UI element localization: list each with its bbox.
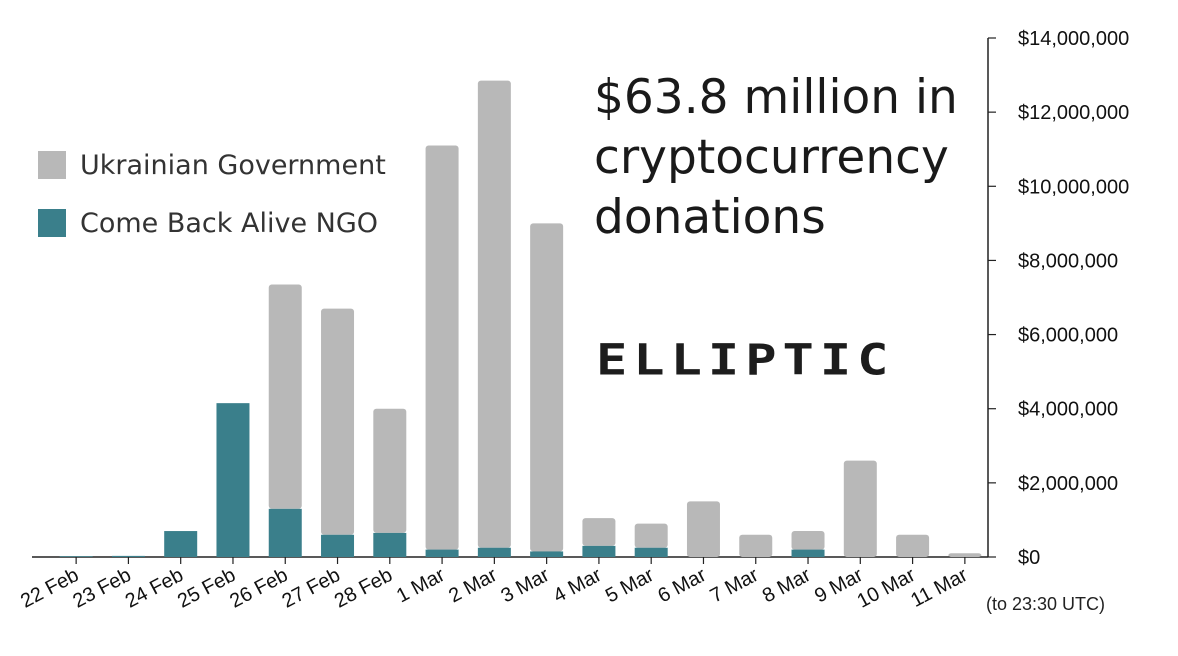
bar-ukrainian-government-8 <box>477 80 511 548</box>
bar-come-back-alive-ngo-2 <box>164 531 198 557</box>
y-tick-label-5: $10,000,000 <box>1018 176 1129 198</box>
x-tick-label-12: 6 Mar <box>654 564 710 608</box>
y-tick-label-2: $4,000,000 <box>1018 399 1118 421</box>
bar-come-back-alive-ngo-1 <box>111 555 145 557</box>
chart-title-line-2: cryptocurrency <box>594 130 949 185</box>
y-tick-label-7: $14,000,000 <box>1018 28 1129 50</box>
bar-come-back-alive-ngo-4 <box>268 508 302 557</box>
x-tick-label-11: 5 Mar <box>602 564 658 608</box>
y-tick-label-1: $2,000,000 <box>1018 473 1118 495</box>
bar-come-back-alive-ngo-0 <box>59 556 93 557</box>
x-tick-label-7: 1 Mar <box>393 564 449 608</box>
bar-ukrainian-government-5 <box>321 308 355 535</box>
bar-ukrainian-government-13 <box>739 534 773 557</box>
bar-ukrainian-government-6 <box>373 408 407 533</box>
bar-ukrainian-government-11 <box>634 523 668 548</box>
x-tick-label-2: 24 Feb <box>122 564 187 613</box>
y-tick-label-0: $0 <box>1018 547 1040 569</box>
bar-come-back-alive-ngo-10 <box>582 545 616 557</box>
x-tick-label-5: 27 Feb <box>279 564 344 613</box>
y-tick-label-6: $12,000,000 <box>1018 102 1129 124</box>
bar-come-back-alive-ngo-8 <box>477 547 511 557</box>
x-tick-label-10: 4 Mar <box>550 564 606 608</box>
x-tick-label-13: 7 Mar <box>707 564 763 608</box>
x-tick-label-1: 23 Feb <box>69 564 134 613</box>
legend-item-come-back-alive-ngo: Come Back Alive NGO <box>38 194 386 252</box>
x-tick-label-9: 3 Mar <box>498 564 554 608</box>
x-tick-label-17: 11 Mar <box>907 564 971 612</box>
elliptic-logo: ELLIPTIC <box>596 336 895 386</box>
x-tick-label-0: 22 Feb <box>17 564 82 613</box>
bar-come-back-alive-ngo-7 <box>425 549 459 557</box>
legend-label-ukrainian-government: Ukrainian Government <box>80 149 386 181</box>
legend-swatch-come-back-alive-ngo <box>38 209 66 237</box>
legend-item-ukrainian-government: Ukrainian Government <box>38 136 386 194</box>
bar-come-back-alive-ngo-14 <box>791 549 825 557</box>
x-tick-label-3: 25 Feb <box>174 564 239 613</box>
chart-title-line-3: donations <box>594 190 826 245</box>
date-note: (to 23:30 UTC) <box>986 594 1106 614</box>
bar-ukrainian-government-12 <box>686 501 720 557</box>
legend-label-come-back-alive-ngo: Come Back Alive NGO <box>80 207 379 239</box>
bar-ukrainian-government-14 <box>791 531 825 550</box>
bar-come-back-alive-ngo-5 <box>321 534 355 557</box>
bar-ukrainian-government-17 <box>948 553 982 557</box>
bar-ukrainian-government-15 <box>843 460 877 557</box>
x-tick-label-16: 10 Mar <box>854 564 920 613</box>
x-tick-label-14: 8 Mar <box>759 564 815 608</box>
bar-come-back-alive-ngo-3 <box>216 403 250 557</box>
legend-swatch-ukrainian-government <box>38 151 66 179</box>
x-tick-label-8: 2 Mar <box>445 564 501 608</box>
bar-ukrainian-government-7 <box>425 145 459 550</box>
bar-ukrainian-government-4 <box>268 284 302 509</box>
bar-ukrainian-government-16 <box>896 534 930 557</box>
y-tick-label-3: $6,000,000 <box>1018 325 1118 347</box>
x-tick-label-6: 28 Feb <box>331 564 396 613</box>
bar-ukrainian-government-10 <box>582 518 616 546</box>
bar-ukrainian-government-9 <box>530 223 564 552</box>
chart-title-line-1: $63.8 million in <box>594 70 958 125</box>
y-tick-label-4: $8,000,000 <box>1018 250 1118 272</box>
bar-come-back-alive-ngo-6 <box>373 532 407 557</box>
chart-title: $63.8 million in cryptocurrency donation… <box>594 68 958 248</box>
x-tick-label-4: 26 Feb <box>226 564 291 613</box>
bar-come-back-alive-ngo-9 <box>530 551 564 557</box>
legend: Ukrainian Government Come Back Alive NGO <box>38 136 386 252</box>
bar-come-back-alive-ngo-11 <box>634 547 668 557</box>
